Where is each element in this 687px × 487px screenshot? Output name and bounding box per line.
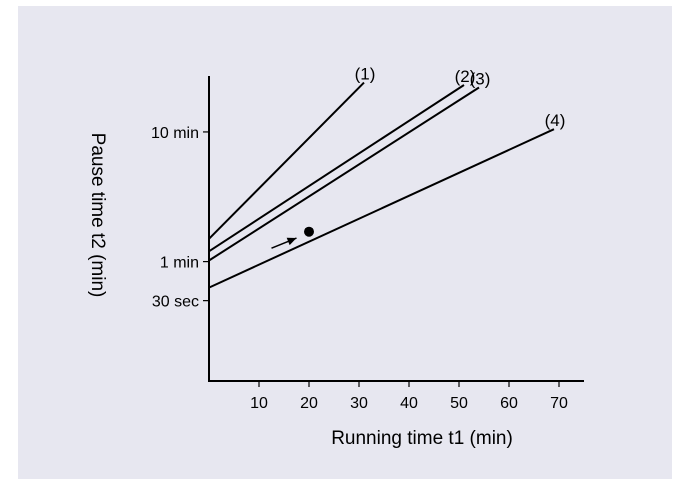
x-tick-label-70: 70 xyxy=(550,395,568,412)
y-tick-label-2: 30 sec xyxy=(152,294,199,311)
x-tick-label-40: 40 xyxy=(400,395,418,412)
data-point xyxy=(304,226,314,237)
arrow-head xyxy=(286,237,297,246)
x-tick-label-30: 30 xyxy=(350,395,368,412)
series-label-2: (2) xyxy=(455,67,476,86)
series-line-2 xyxy=(208,84,465,253)
series-line-4 xyxy=(208,128,555,289)
series-line-3 xyxy=(208,86,480,262)
y-tick-label-1: 1 min xyxy=(160,255,199,272)
x-tick-label-20: 20 xyxy=(300,395,318,412)
x-tick-label-10: 10 xyxy=(250,395,268,412)
y-axis-label: Pause time t2 (min) xyxy=(87,133,108,298)
y-tick-label-0: 10 min xyxy=(151,125,199,142)
series-label-3: (3) xyxy=(470,70,491,89)
x-tick-label-60: 60 xyxy=(500,395,518,412)
series-label-1: (1) xyxy=(355,65,376,84)
x-tick-label-50: 50 xyxy=(450,395,468,412)
x-axis-label: Running time t1 (min) xyxy=(331,428,513,449)
series-line-1 xyxy=(208,81,365,240)
series-label-4: (4) xyxy=(545,111,566,130)
chart-panel xyxy=(18,6,672,479)
